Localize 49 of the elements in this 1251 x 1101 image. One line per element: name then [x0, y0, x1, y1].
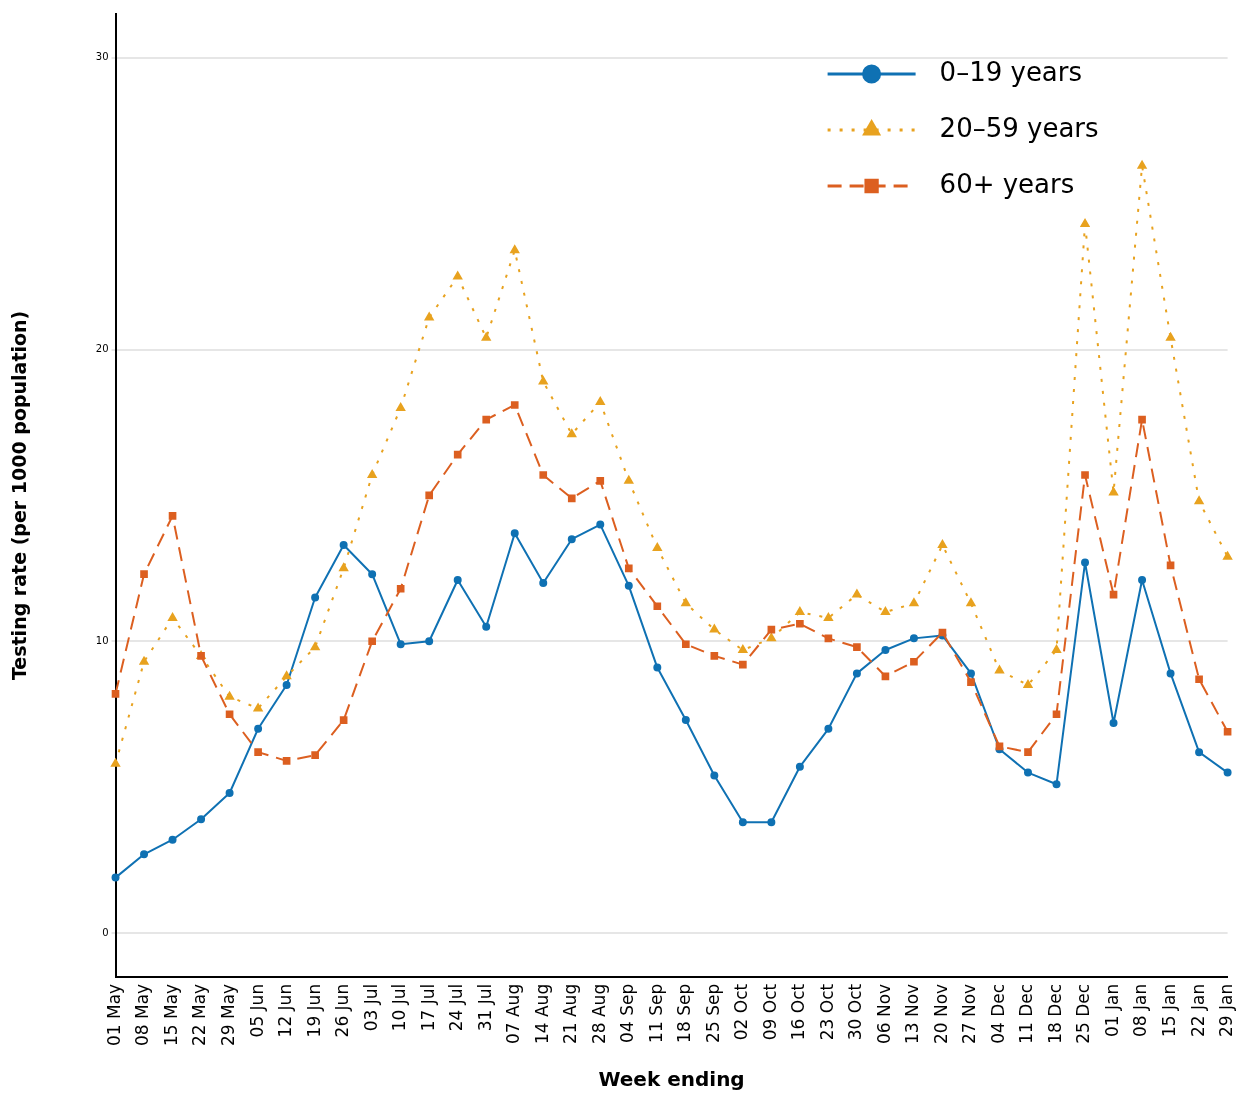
y-tick-label: 0 [102, 926, 109, 938]
x-tick-label: 16 Oct [788, 983, 809, 1041]
x-tick-label: 30 Oct [845, 983, 866, 1041]
x-tick-label: 18 Dec [1044, 983, 1065, 1044]
x-tick-label: 27 Nov [959, 983, 980, 1045]
x-tick-label: 09 Oct [759, 983, 780, 1041]
x-tick-label: 21 Aug [560, 983, 581, 1045]
legend-label: 20–59 years [939, 112, 1099, 143]
x-tick-label: 14 Aug [531, 983, 552, 1045]
x-tick-label: 03 Jul [360, 983, 381, 1032]
x-tick-label: 04 Dec [987, 983, 1008, 1044]
y-tick-label: 20 [95, 343, 109, 355]
x-tick-label: 18 Sep [674, 983, 695, 1043]
x-tick-label: 24 Jul [446, 983, 467, 1032]
y-tick-label: 30 [95, 51, 109, 63]
x-tick-label: 11 Dec [1016, 983, 1037, 1044]
x-tick-label: 15 Jan [1158, 983, 1179, 1038]
x-tick-label: 01 May [103, 983, 124, 1047]
x-tick-label: 25 Sep [702, 983, 723, 1043]
x-tick-label: 02 Oct [731, 983, 752, 1041]
x-axis-title: Week ending [598, 1067, 745, 1092]
y-axis-title: Testing rate (per 1000 population) [8, 310, 31, 681]
x-tick-label: 05 Jun [246, 983, 267, 1038]
x-tick-label: 25 Dec [1073, 983, 1094, 1044]
x-tick-label: 01 Jan [1101, 983, 1122, 1038]
x-tick-label: 04 Sep [617, 983, 638, 1043]
x-tick-label: 06 Nov [873, 983, 894, 1045]
x-tick-label: 28 Aug [588, 983, 609, 1045]
x-tick-label: 17 Jul [417, 983, 438, 1032]
x-tick-label: 26 Jun [332, 983, 353, 1038]
x-tick-label: 11 Sep [645, 983, 666, 1043]
x-tick-label: 07 Aug [503, 983, 524, 1045]
x-tick-label: 12 Jun [275, 983, 296, 1038]
x-tick-label: 15 May [160, 983, 181, 1047]
x-tick-label: 08 May [132, 983, 153, 1047]
legend-label: 0–19 years [939, 56, 1083, 87]
x-tick-label: 22 May [189, 983, 210, 1047]
legend-label: 60+ years [939, 168, 1075, 199]
x-tick-label: 19 Jun [303, 983, 324, 1038]
x-tick-label: 13 Nov [902, 983, 923, 1045]
x-tick-label: 31 Jul [474, 983, 495, 1032]
x-tick-label: 29 Jan [1216, 983, 1237, 1038]
y-tick-label: 10 [95, 634, 109, 646]
x-tick-label: 22 Jan [1187, 983, 1208, 1038]
x-tick-label: 08 Jan [1130, 983, 1151, 1038]
x-tick-label: 23 Oct [816, 983, 837, 1041]
x-tick-label: 10 Jul [389, 983, 410, 1032]
x-tick-label: 20 Nov [930, 983, 951, 1045]
x-tick-label: 29 May [218, 983, 239, 1047]
